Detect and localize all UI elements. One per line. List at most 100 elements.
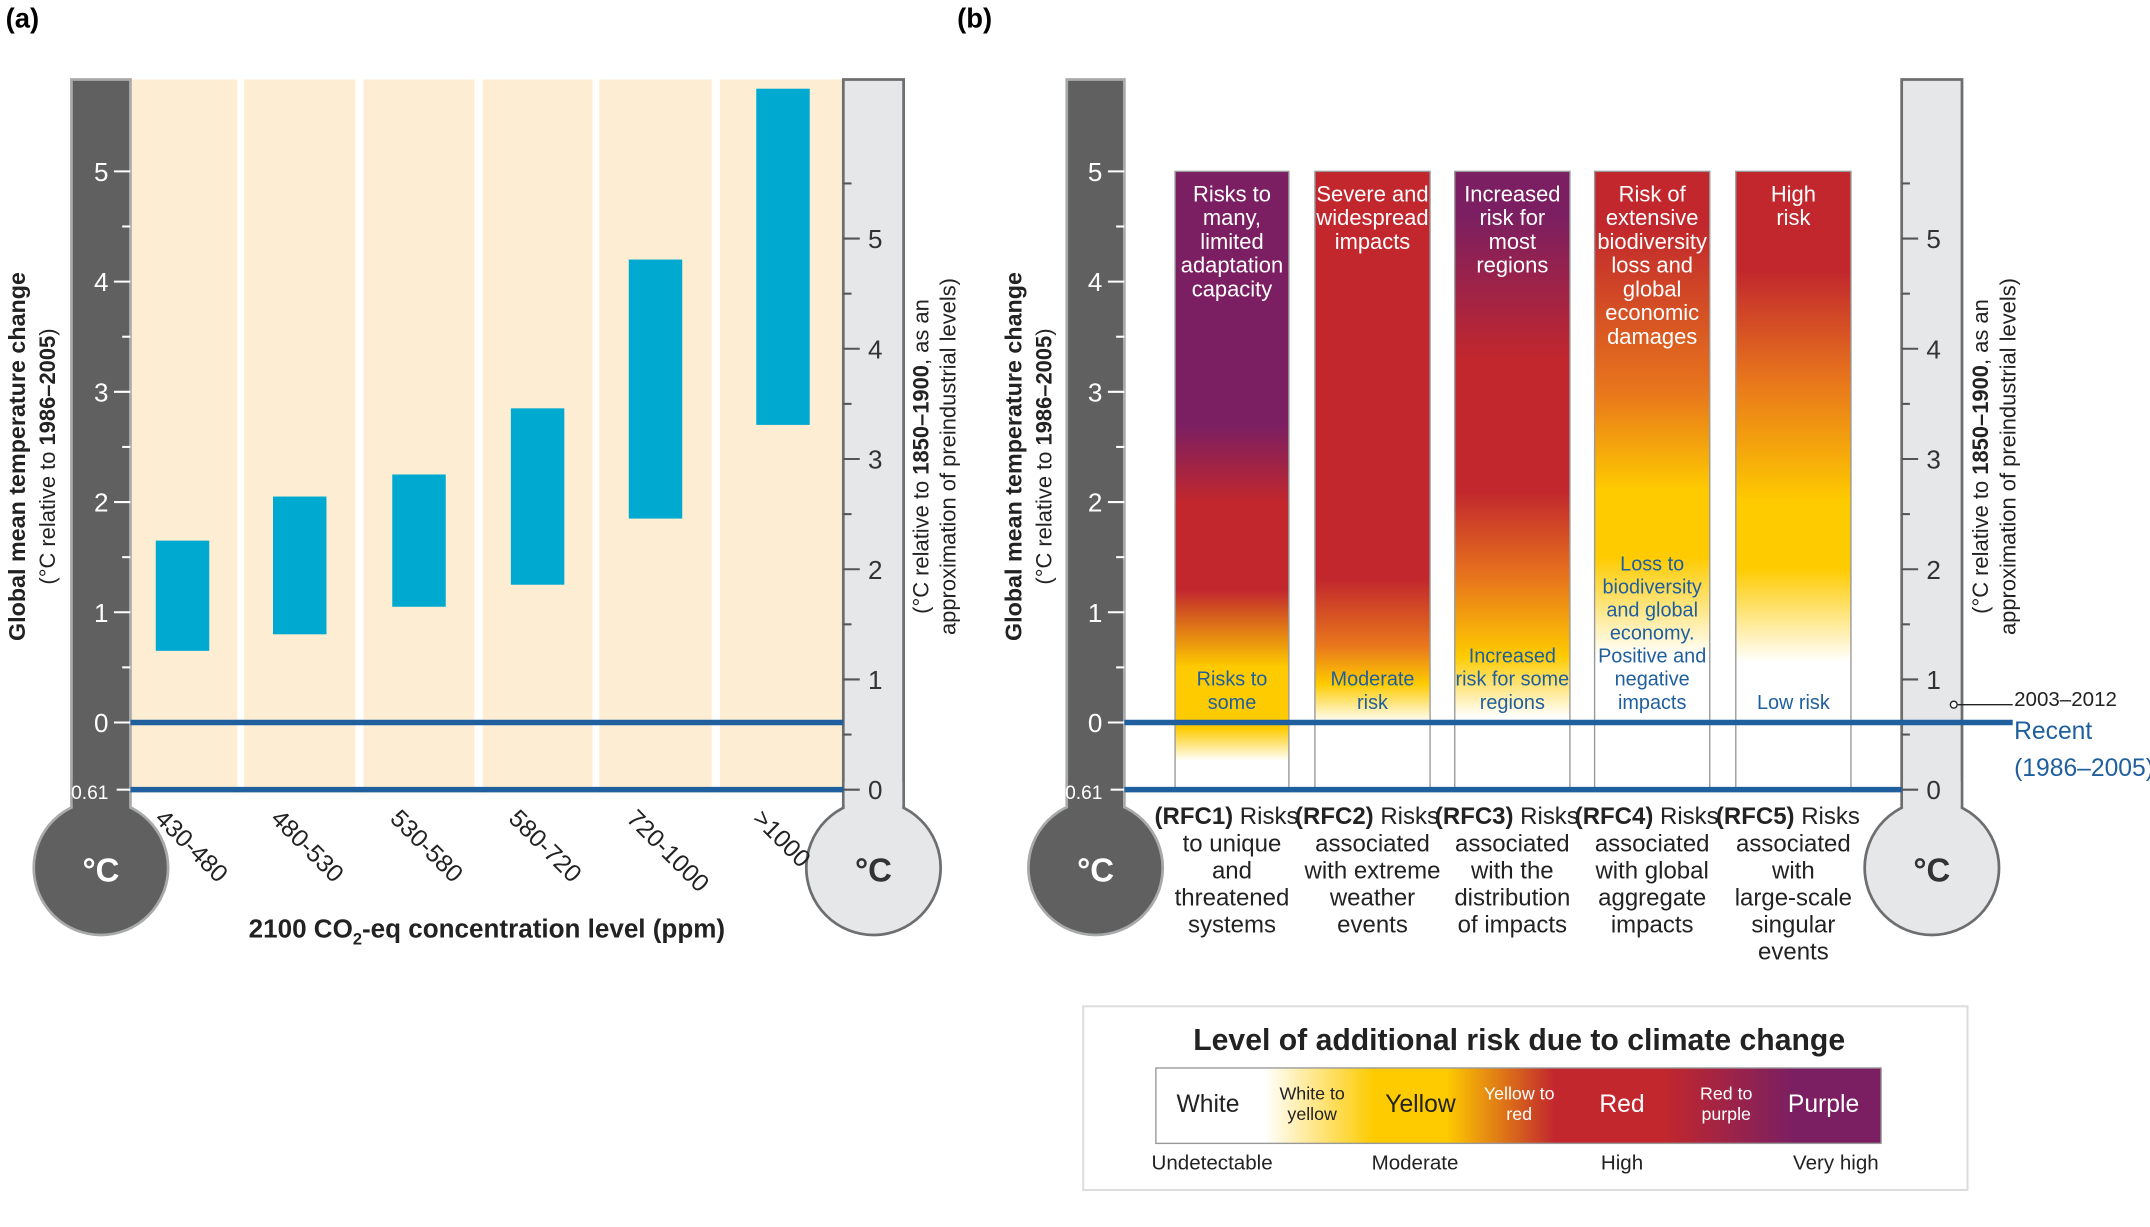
axis-title-part: 1850–1900 — [1968, 365, 1993, 475]
legend-swatch-label: purple — [1701, 1104, 1751, 1124]
rfc-label-line: threatened — [1175, 884, 1290, 911]
axis-title-part: ) — [35, 328, 60, 335]
range-bar-530-580 — [392, 474, 446, 607]
axis-title-part: 2 — [353, 931, 362, 949]
thermometer-stem — [1065, 78, 1126, 822]
risk-column-rfc2 — [1314, 170, 1431, 791]
y-tick-label-right: 2 — [868, 555, 882, 585]
y-tick-label: 2 — [94, 488, 108, 518]
rfc-label-part: Risks — [1795, 803, 1860, 830]
rfc-label-line: associated — [1736, 830, 1851, 857]
y-tick-label-right: 0 — [868, 775, 882, 805]
thermometer-unit-label: °C — [1913, 852, 1950, 889]
rfc-label-part: Risks — [1233, 803, 1298, 830]
rfc-code: (RFC4) — [1575, 803, 1654, 830]
legend-swatch-label: Red — [1599, 1091, 1644, 1118]
rfc-label: (RFC5) Risks — [1716, 803, 1860, 830]
risk-column-top-text: Risks to — [1193, 182, 1271, 207]
y-tick-label: 2 — [1088, 488, 1102, 518]
rfc-label-line: associated — [1455, 830, 1570, 857]
legend-scale-label: Moderate — [1372, 1151, 1459, 1174]
category-band — [363, 79, 475, 793]
risk-column-low-text: regions — [1480, 692, 1545, 714]
x-tick-label: 720-1000 — [621, 805, 714, 898]
recent-label: Recent — [2014, 718, 2092, 745]
risk-column-top-text: Increased — [1464, 182, 1560, 207]
axis-title-part: ) — [1032, 328, 1057, 335]
risk-column-low-text: Moderate — [1331, 669, 1415, 691]
risk-column-low-text: impacts — [1618, 692, 1686, 714]
thermometer-stem — [70, 78, 132, 822]
y-tick-label: -0.61 — [1059, 783, 1103, 804]
rfc-label-line: events — [1758, 938, 1829, 965]
legend-swatch-label: Yellow — [1385, 1091, 1456, 1118]
rfc-code: (RFC2) — [1295, 803, 1374, 830]
rfc-label: (RFC3) Risks — [1435, 803, 1579, 830]
rfc-label-line: with global — [1594, 857, 1708, 884]
legend-swatch-label: Purple — [1788, 1091, 1859, 1118]
risk-column-top-text: damages — [1607, 324, 1697, 349]
risk-column-top-text: impacts — [1335, 229, 1411, 254]
rfc-label-line: singular — [1751, 911, 1835, 938]
risk-column-low-text: Risks to — [1197, 669, 1268, 691]
rfc-label-part: Risks — [1514, 803, 1579, 830]
risk-column-top-text: biodiversity — [1597, 229, 1707, 254]
thermometer-unit-label: °C — [1077, 852, 1114, 889]
y-tick-label: -0.61 — [65, 783, 109, 804]
risk-column-low-text: risk for some — [1455, 669, 1569, 691]
risk-column-top-text: High — [1771, 182, 1816, 207]
thermometer-stem — [841, 78, 906, 822]
y-axis-title-left: Global mean temperature change — [4, 272, 30, 641]
y-tick-label: 1 — [1088, 598, 1102, 628]
risk-column-top-text: most — [1489, 229, 1537, 254]
risk-column-top-text: global — [1623, 276, 1682, 301]
rfc-label-line: to unique — [1183, 830, 1282, 857]
rfc-label-line: with extreme — [1304, 857, 1441, 884]
rfc-label: (RFC4) Risks — [1575, 803, 1719, 830]
risk-column-low-text: Low risk — [1757, 692, 1830, 714]
risk-column-low-text: Loss to — [1620, 554, 1684, 576]
risk-column-top-text: loss and — [1611, 253, 1693, 278]
rfc-label-line: with the — [1470, 857, 1554, 884]
thermometer-unit-label: °C — [855, 852, 892, 889]
y-tick-label-right: 4 — [868, 334, 882, 364]
rfc-label: (RFC1) Risks — [1155, 803, 1299, 830]
axis-title-part: , as an — [908, 299, 933, 365]
y-tick-label-right: 0 — [1926, 775, 1940, 805]
y-tick-label: 0 — [1088, 708, 1102, 738]
recent-period-label: (1986–2005) — [2014, 755, 2150, 782]
y-axis-subtitle-left: (°C relative to 1986–2005) — [35, 328, 60, 584]
rfc-label-line: weather — [1329, 884, 1415, 911]
y-tick-label: 5 — [1088, 157, 1102, 187]
legend-title: Level of additional risk due to climate … — [1193, 1024, 1845, 1057]
rfc-code: (RFC3) — [1435, 803, 1514, 830]
rfc-label-line: with — [1771, 857, 1815, 884]
category-band — [244, 79, 356, 793]
legend-swatch-label: Red to — [1700, 1084, 1753, 1104]
risk-column-low-text: risk — [1357, 692, 1388, 714]
y-axis-title-right: (°C relative to 1850–1900, as an — [908, 299, 933, 614]
range-bar-480-530 — [272, 496, 327, 635]
rfc-code: (RFC5) — [1716, 803, 1795, 830]
y-axis-title-right-2: approximation of preindustrial levels) — [936, 278, 961, 635]
legend-color-bar — [1155, 1067, 1882, 1145]
legend-scale-label: High — [1601, 1151, 1643, 1174]
risk-column-low-text: biodiversity — [1602, 577, 1701, 599]
legend-scale-label: Undetectable — [1152, 1151, 1273, 1174]
rfc-label-line: of impacts — [1458, 911, 1567, 938]
axis-title-part: (°C relative to — [908, 475, 933, 614]
y-tick-label: 3 — [1088, 377, 1102, 407]
risk-column-rfc3 — [1454, 170, 1571, 791]
y-tick-label: 4 — [1088, 267, 1102, 297]
risk-column-rfc5 — [1735, 170, 1852, 791]
risk-column-rfc1 — [1174, 170, 1290, 791]
rfc-label-line: aggregate — [1598, 884, 1706, 911]
x-axis-title: 2100 CO2-eq concentration level (ppm) — [249, 914, 725, 949]
rfc-label-line: events — [1337, 911, 1408, 938]
rfc-label-line: systems — [1188, 911, 1276, 938]
y-tick-label-right: 4 — [1926, 334, 1940, 364]
risk-column-top-text: extensive — [1606, 205, 1699, 230]
risk-column-low-text: and global — [1606, 600, 1698, 622]
